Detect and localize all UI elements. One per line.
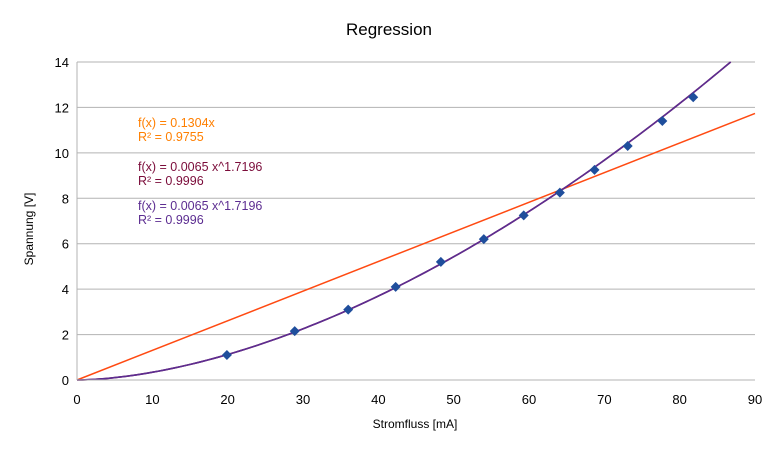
trendline-equation: f(x) = 0.0065 x^1.7196 bbox=[138, 199, 262, 213]
data-points bbox=[221, 92, 699, 361]
y-axis-label: Spannung [V] bbox=[22, 193, 36, 266]
trendline-r-squared: R² = 0.9996 bbox=[138, 213, 204, 227]
y-tick-label: 8 bbox=[62, 191, 69, 206]
x-tick-label: 0 bbox=[73, 392, 80, 407]
x-tick-label: 90 bbox=[748, 392, 762, 407]
data-point bbox=[343, 304, 354, 315]
x-tick-label: 10 bbox=[145, 392, 159, 407]
trendline-equation: f(x) = 0.1304x bbox=[138, 116, 216, 130]
data-point bbox=[688, 92, 699, 103]
x-tick-label: 60 bbox=[522, 392, 536, 407]
data-point bbox=[221, 350, 232, 361]
x-tick-labels: 0 10 20 30 40 50 60 70 80 90 bbox=[73, 392, 762, 407]
data-point bbox=[554, 187, 565, 198]
data-point bbox=[390, 281, 401, 292]
linear-trendline bbox=[76, 112, 756, 381]
y-tick-label: 2 bbox=[62, 328, 69, 343]
data-point bbox=[657, 116, 668, 127]
grid-lines bbox=[77, 61, 755, 381]
x-tick-label: 70 bbox=[597, 392, 611, 407]
x-tick-label: 30 bbox=[296, 392, 310, 407]
y-tick-label: 4 bbox=[62, 282, 69, 297]
y-tick-label: 6 bbox=[62, 237, 69, 252]
data-point bbox=[435, 256, 446, 267]
trendline-r-squared: R² = 0.9755 bbox=[138, 130, 204, 144]
data-point bbox=[478, 234, 489, 245]
data-point bbox=[289, 326, 300, 337]
data-point bbox=[622, 141, 633, 152]
x-tick-label: 80 bbox=[672, 392, 686, 407]
data-point bbox=[518, 210, 529, 221]
chart-title: Regression bbox=[346, 20, 432, 39]
x-tick-label: 20 bbox=[220, 392, 234, 407]
x-tick-label: 50 bbox=[446, 392, 460, 407]
x-tick-label: 40 bbox=[371, 392, 385, 407]
data-point bbox=[589, 164, 600, 175]
y-tick-label: 0 bbox=[62, 373, 69, 388]
trendline-equation: f(x) = 0.0065 x^1.7196 bbox=[138, 160, 262, 174]
y-tick-label: 10 bbox=[55, 146, 69, 161]
trendlines bbox=[76, 61, 756, 381]
y-tick-label: 12 bbox=[55, 100, 69, 115]
trendline-r-squared: R² = 0.9996 bbox=[138, 174, 204, 188]
y-tick-labels: 0 2 4 6 8 10 12 14 bbox=[55, 55, 69, 388]
x-axis-label: Stromfluss [mA] bbox=[373, 417, 458, 431]
y-tick-label: 14 bbox=[55, 55, 69, 70]
power-trendline bbox=[76, 61, 732, 381]
